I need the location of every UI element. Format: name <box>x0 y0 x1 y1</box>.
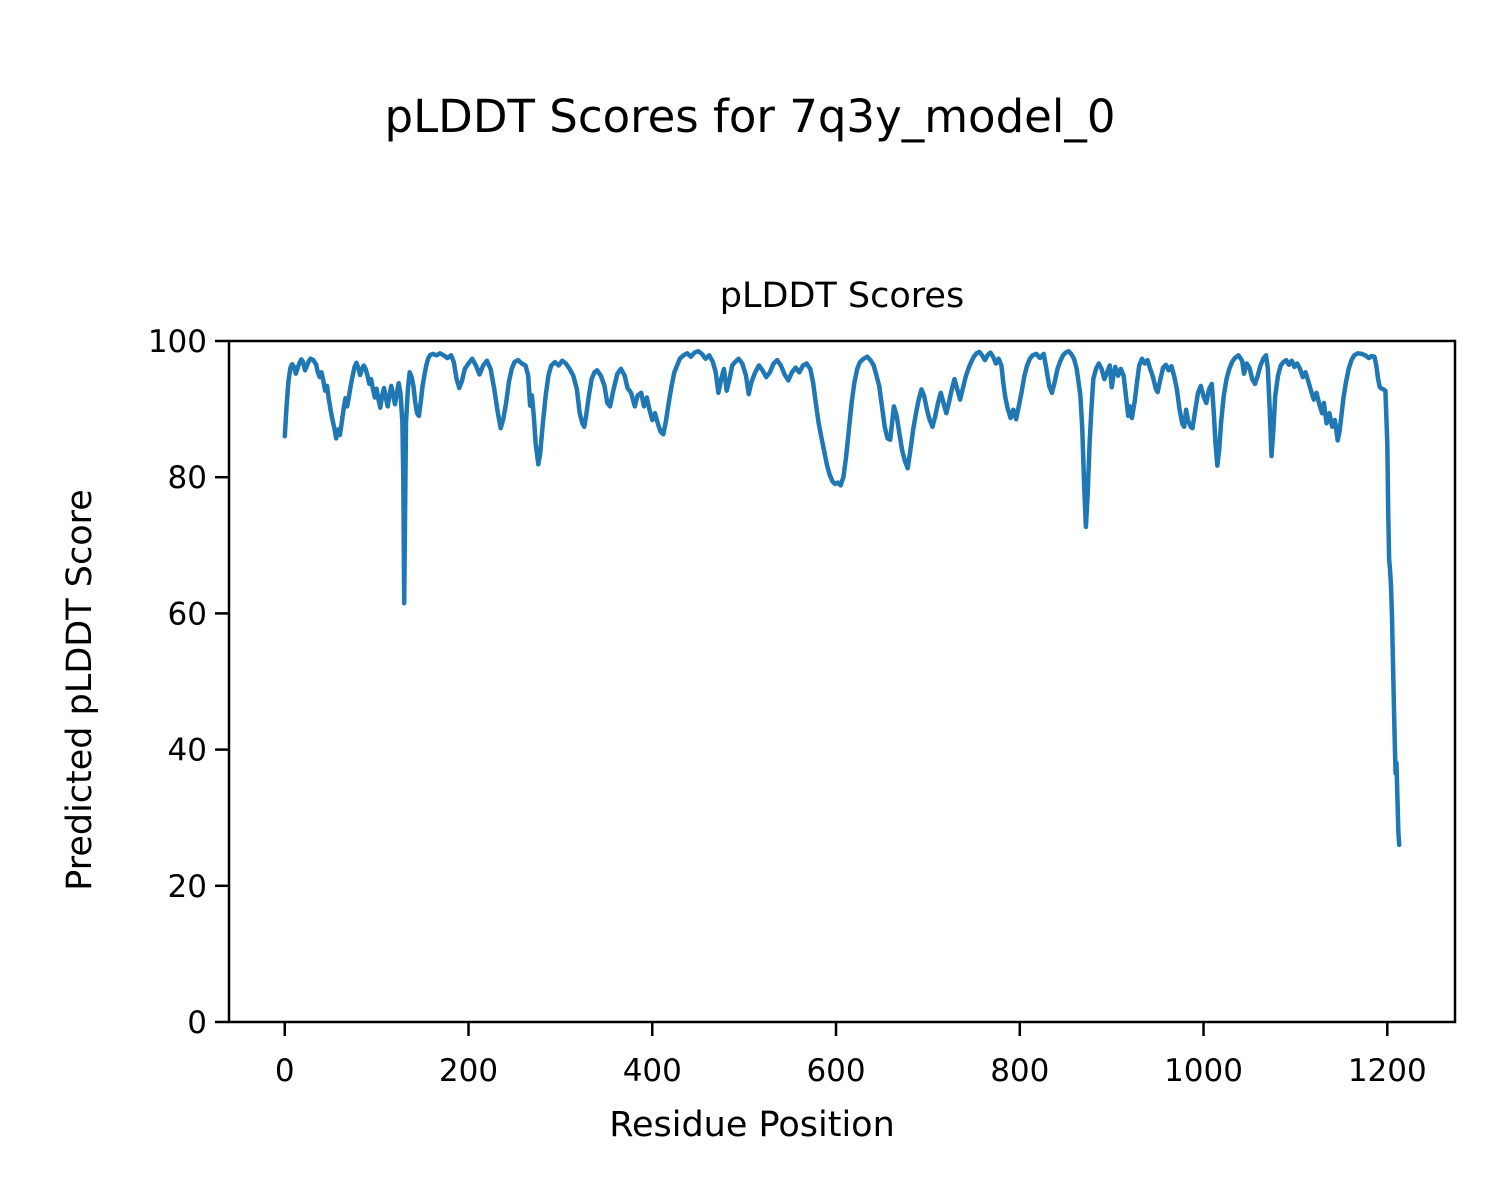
y-tick-label: 20 <box>168 869 207 905</box>
x-tick-label: 600 <box>806 1053 865 1089</box>
axes-title: pLDDT Scores <box>719 276 965 316</box>
figure-title: pLDDT Scores for 7q3y_model_0 <box>384 90 1116 143</box>
y-tick-label: 0 <box>187 1005 207 1041</box>
axis-ticks <box>215 339 1389 1036</box>
plddt-line <box>282 348 1402 848</box>
axes-frame <box>227 339 1457 1024</box>
x-tick-label: 200 <box>439 1053 498 1089</box>
x-tick-label: 1200 <box>1348 1053 1427 1089</box>
y-tick-label: 80 <box>168 460 207 496</box>
y-tick-label: 60 <box>168 596 207 632</box>
y-tick-label: 100 <box>148 324 207 360</box>
x-tick-label: 0 <box>275 1053 295 1089</box>
x-tick-label: 400 <box>623 1053 682 1089</box>
x-tick-label: 800 <box>990 1053 1049 1089</box>
x-axis-label: Residue Position <box>609 1105 895 1145</box>
y-tick-label: 40 <box>168 733 207 769</box>
axis-tick-labels: 0 200 400 600 800 1000 1200 0 20 40 60 80 100 <box>148 324 1427 1089</box>
x-tick-label: 1000 <box>1164 1053 1243 1089</box>
